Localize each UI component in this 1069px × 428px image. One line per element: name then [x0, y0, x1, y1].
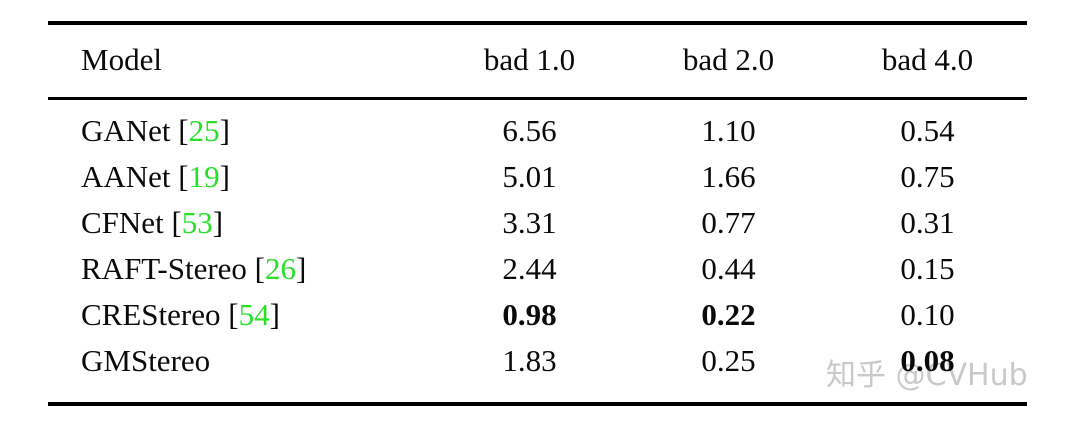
header-row: Model bad 1.0 bad 2.0 bad 4.0	[48, 25, 1027, 97]
value-cell: 0.44	[701, 251, 756, 286]
value-cell: 0.15	[900, 251, 955, 286]
value-cell: 0.75	[900, 159, 955, 194]
value-cell: 0.22	[701, 297, 756, 332]
value-cell: 0.77	[701, 205, 756, 240]
column-header-bad1: bad 1.0	[483, 42, 576, 77]
table-row: GMStereo 1.83 0.25 0.08	[48, 338, 1027, 384]
value-cell: 0.31	[900, 205, 955, 240]
model-cell: GMStereo	[48, 338, 430, 384]
model-name: CREStereo	[81, 297, 221, 332]
model-name: CFNet	[81, 205, 164, 240]
citation-link[interactable]: 54	[238, 297, 270, 332]
model-cell: CFNet [53]	[81, 205, 224, 240]
table-body: GANet [25] 6.56 1.10 0.54 AANet [19] 5.01 1.66…	[48, 100, 1027, 402]
model-name: GANet	[81, 113, 171, 148]
value-cell: 0.08	[900, 343, 955, 378]
value-cell: 1.66	[701, 159, 756, 194]
value-cell: 1.83	[502, 343, 557, 378]
table-row: CREStereo [54] 0.98 0.22 0.10	[48, 292, 1027, 338]
watermark: 知乎 @CVHub	[826, 358, 1028, 393]
value-cell: 2.44	[502, 251, 557, 286]
value-cell: 1.10	[701, 113, 756, 148]
top-rule	[48, 21, 1027, 25]
model-cell: GANet [25]	[81, 113, 230, 148]
citation-link[interactable]: 53	[181, 205, 213, 240]
results-table: Model bad 1.0 bad 2.0 bad 4.0 GANet [25]…	[48, 21, 1027, 406]
model-cell: AANet [19]	[81, 159, 230, 194]
column-header-bad4: bad 4.0	[881, 42, 974, 77]
header-rule	[48, 97, 1027, 100]
bottom-rule	[48, 402, 1027, 406]
value-cell: 0.98	[502, 297, 557, 332]
citation-link[interactable]: 19	[188, 159, 220, 194]
table-row: CFNet [53] 3.31 0.77 0.31	[48, 200, 1027, 246]
citation-link[interactable]: 26	[265, 251, 296, 286]
value-cell: 6.56	[502, 113, 557, 148]
model-name: GMStereo	[81, 343, 211, 378]
value-cell: 0.54	[900, 113, 955, 148]
table-row: RAFT-Stereo [26] 2.44 0.44 0.15	[48, 246, 1027, 292]
column-header-bad2: bad 2.0	[682, 42, 775, 77]
model-name: RAFT-Stereo	[81, 251, 247, 286]
table-row: AANet [19] 5.01 1.66 0.75	[48, 154, 1027, 200]
model-cell: RAFT-Stereo [26]	[81, 251, 307, 286]
value-cell: 0.10	[900, 297, 955, 332]
column-header-model: Model	[81, 42, 162, 77]
table-row: GANet [25] 6.56 1.10 0.54	[48, 108, 1027, 154]
model-cell: CREStereo [54]	[81, 297, 280, 332]
value-cell: 5.01	[502, 159, 557, 194]
value-cell: 3.31	[502, 205, 557, 240]
value-cell: 0.25	[701, 343, 756, 378]
citation-link[interactable]: 25	[188, 113, 220, 148]
model-name: AANet	[81, 159, 171, 194]
